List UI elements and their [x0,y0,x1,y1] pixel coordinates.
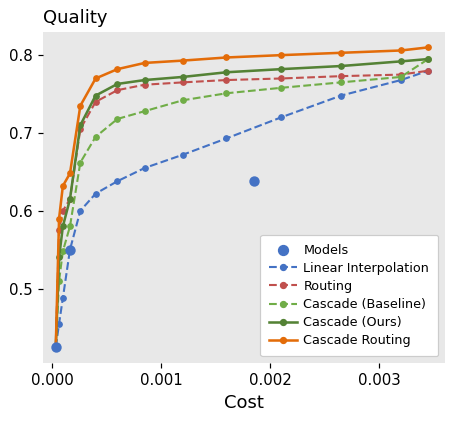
Cascade (Ours) [398,59,403,64]
Cascade (Ours) [142,78,147,83]
Cascade Routing [60,184,66,189]
Cascade (Baseline) [77,160,83,165]
Linear Interpolation [180,152,185,157]
Cascade (Ours) [278,67,284,72]
Models [250,178,257,185]
Line: Cascade (Ours): Cascade (Ours) [53,56,430,349]
X-axis label: Cost: Cost [224,394,264,412]
Cascade (Baseline) [398,75,403,80]
Cascade (Baseline) [338,80,343,85]
Routing [67,197,72,202]
Routing [60,208,66,213]
Cascade (Baseline) [67,224,72,229]
Cascade (Baseline) [142,109,147,114]
Cascade Routing [142,61,147,66]
Linear Interpolation [77,208,83,213]
Models [52,344,59,350]
Cascade Routing [180,58,185,63]
Models [66,246,73,253]
Cascade (Baseline) [93,134,98,139]
Cascade Routing [56,216,62,221]
Routing [56,228,62,233]
Cascade Routing [67,171,72,176]
Cascade (Ours) [115,82,120,87]
Cascade (Baseline) [425,57,430,62]
Routing [77,127,83,132]
Routing [180,80,185,85]
Routing [93,99,98,104]
Linear Interpolation [278,115,284,120]
Routing [53,344,58,349]
Cascade (Ours) [93,93,98,98]
Line: Routing: Routing [53,68,430,349]
Routing [142,83,147,88]
Cascade (Ours) [180,75,185,80]
Cascade (Ours) [223,70,229,75]
Text: Quality: Quality [43,9,108,27]
Line: Cascade (Baseline): Cascade (Baseline) [53,56,430,349]
Cascade Routing [77,103,83,108]
Routing [398,72,403,77]
Cascade (Ours) [60,224,66,229]
Line: Cascade Routing: Cascade Routing [53,45,430,349]
Cascade (Baseline) [180,98,185,103]
Cascade (Baseline) [60,249,66,254]
Cascade (Ours) [56,255,62,260]
Linear Interpolation [60,296,66,301]
Cascade (Baseline) [56,278,62,283]
Routing [278,76,284,81]
Cascade Routing [425,45,430,50]
Linear Interpolation [56,321,62,326]
Cascade (Ours) [67,197,72,202]
Cascade Routing [223,55,229,60]
Cascade Routing [398,48,403,53]
Linear Interpolation [115,179,120,184]
Linear Interpolation [67,247,72,252]
Linear Interpolation [425,68,430,73]
Cascade (Ours) [425,57,430,62]
Routing [223,78,229,83]
Cascade Routing [338,51,343,56]
Cascade (Baseline) [278,85,284,91]
Cascade (Ours) [53,344,58,349]
Cascade Routing [93,76,98,81]
Legend: Models, Linear Interpolation, Routing, Cascade (Baseline), Cascade (Ours), Casca: Models, Linear Interpolation, Routing, C… [260,235,438,356]
Cascade (Ours) [338,64,343,69]
Cascade Routing [115,67,120,72]
Cascade (Baseline) [223,91,229,96]
Linear Interpolation [223,136,229,141]
Cascade Routing [53,344,58,349]
Linear Interpolation [53,344,58,349]
Cascade (Baseline) [115,117,120,122]
Linear Interpolation [142,165,147,171]
Linear Interpolation [398,78,403,83]
Cascade (Baseline) [53,344,58,349]
Linear Interpolation [338,93,343,98]
Routing [425,68,430,73]
Cascade (Ours) [77,123,83,128]
Line: Linear Interpolation: Linear Interpolation [53,68,430,349]
Routing [115,88,120,93]
Cascade Routing [278,53,284,58]
Linear Interpolation [93,191,98,196]
Routing [338,74,343,79]
